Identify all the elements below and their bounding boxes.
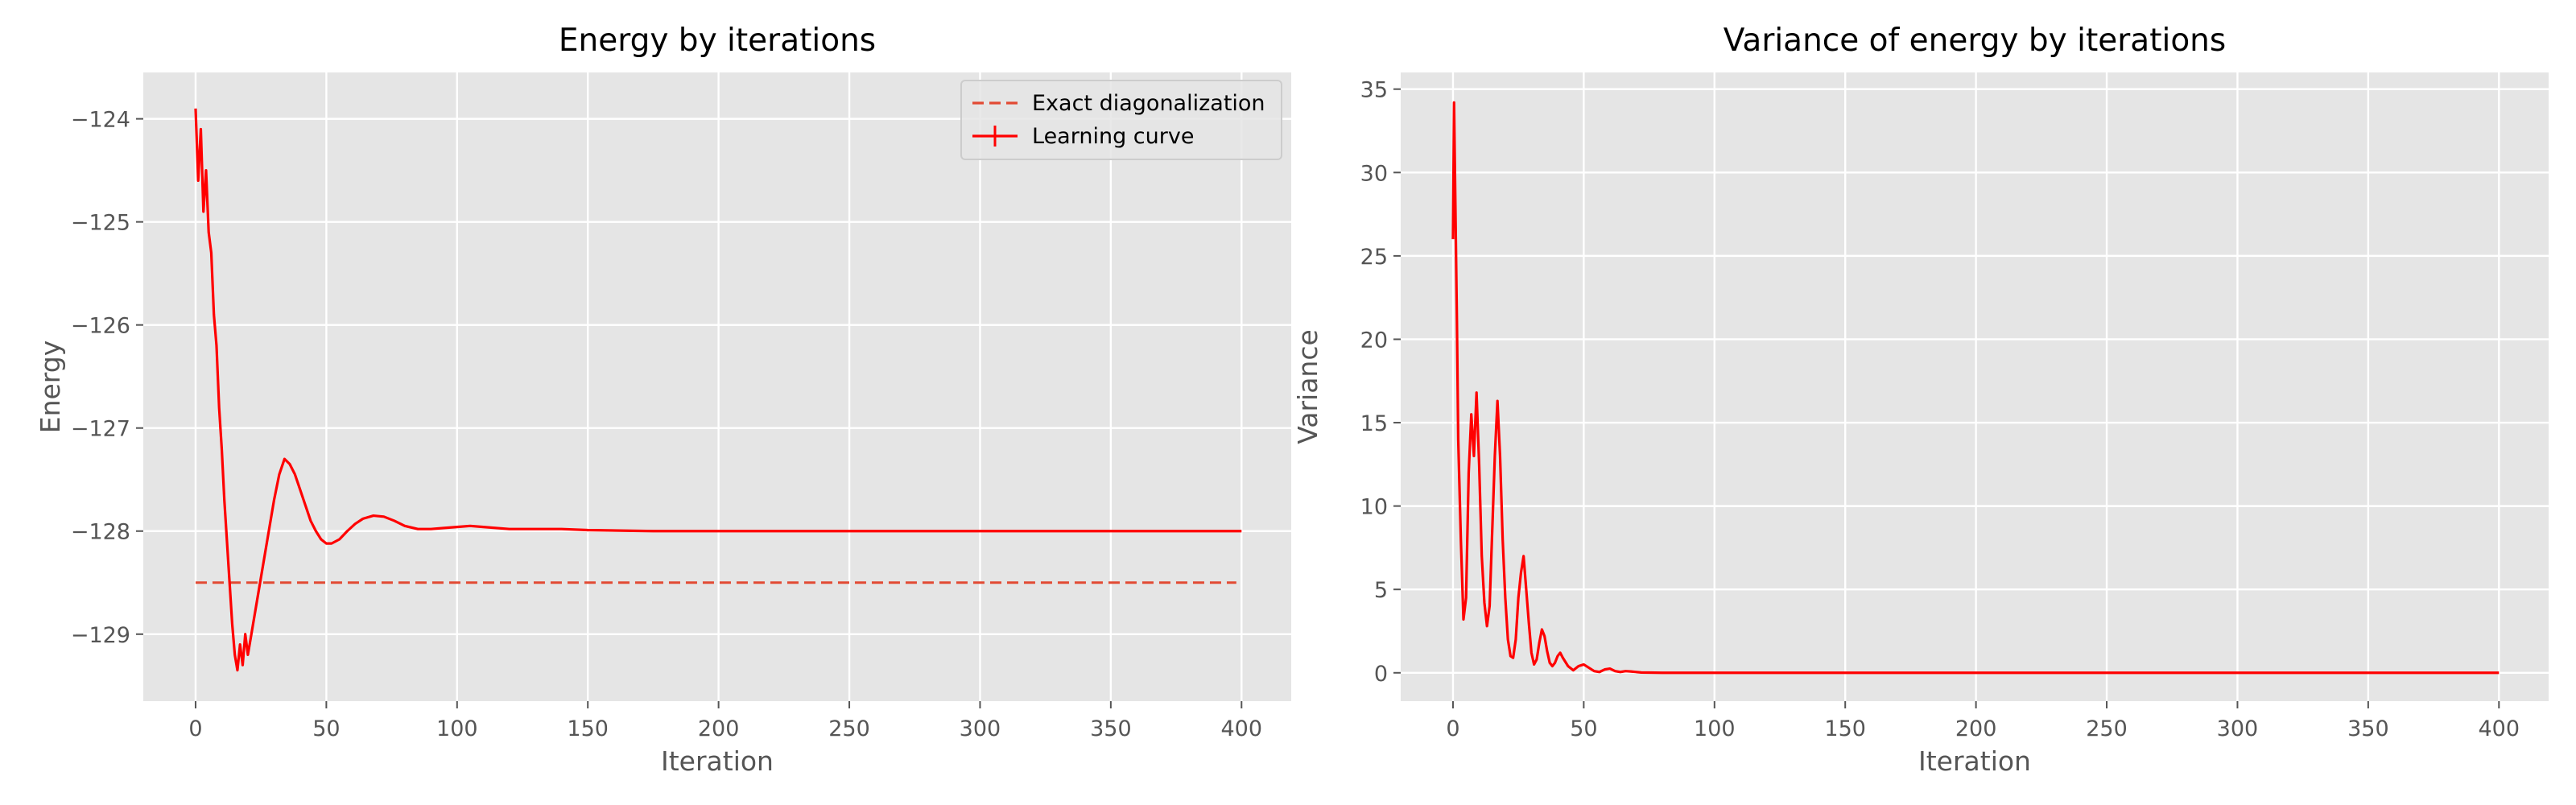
x-tick-label: 200 [1955, 716, 1997, 741]
x-tick-label: 100 [436, 716, 478, 741]
y-tick-label: 10 [1360, 495, 1388, 520]
gridlines [143, 72, 1291, 701]
x-tick-label: 300 [960, 716, 1001, 741]
x-tick-label: 0 [188, 716, 202, 741]
x-tick-label: 350 [1090, 716, 1132, 741]
x-tick-label: 0 [1446, 716, 1459, 741]
y-tick-label: −128 [71, 520, 130, 545]
legend: Exact diagonalization Learning curve [960, 80, 1282, 160]
x-tick-label: 200 [698, 716, 740, 741]
x-tick-label: 400 [1221, 716, 1263, 741]
legend-label: Exact diagonalization [1032, 91, 1265, 116]
plot-background [143, 72, 1291, 701]
x-tick-label: 150 [567, 716, 609, 741]
legend-box [960, 80, 1282, 160]
series-line-learning-curve [194, 108, 1242, 672]
y-tick-label: −124 [71, 108, 130, 133]
x-axis-label: Iteration [1918, 745, 2031, 777]
legend-item: Learning curve [972, 124, 1194, 149]
y-tick-label: −125 [71, 211, 130, 236]
x-tick-label: 300 [2217, 716, 2259, 741]
chart-title: Energy by iterations [559, 23, 876, 59]
y-tick-label: 30 [1360, 161, 1388, 186]
y-tick-label: 20 [1360, 328, 1388, 353]
variance-panel: 0 50 100 150 200 250 300 350 400 0 5 10 15 20 25 30 35 Va… [1292, 23, 2549, 777]
x-axis-label: Iteration [661, 745, 774, 777]
y-tick-label: 15 [1360, 411, 1388, 436]
y-axis-label: Variance [1292, 329, 1323, 444]
y-tick-label: 5 [1374, 578, 1388, 603]
x-tick-label: 400 [2479, 716, 2520, 741]
plot-background [1401, 72, 2549, 701]
y-tick-label: −129 [71, 623, 130, 648]
x-tick-label: 150 [1824, 716, 1866, 741]
series-line-variance [1451, 101, 2500, 675]
y-tick-label: −127 [71, 417, 130, 442]
legend-item: Exact diagonalization [972, 91, 1265, 116]
legend-label: Learning curve [1032, 124, 1194, 149]
x-tick-label: 100 [1694, 716, 1736, 741]
y-tick-label: 35 [1360, 78, 1388, 103]
chart-title: Variance of energy by iterations [1724, 23, 2226, 59]
x-tick-label: 350 [2347, 716, 2389, 741]
energy-panel: 0 50 100 150 200 250 300 350 400 −129 −128 −127 −126… [35, 23, 1291, 777]
x-tick-label: 50 [312, 716, 340, 741]
y-tick-label: 25 [1360, 245, 1388, 270]
gridlines [1401, 72, 2549, 701]
y-tick-label: −126 [71, 314, 130, 339]
x-tick-label: 250 [2086, 716, 2128, 741]
y-tick-label: 0 [1374, 662, 1388, 687]
x-tick-label: 50 [1570, 716, 1597, 741]
x-tick-label: 250 [828, 716, 870, 741]
y-axis-label: Energy [35, 341, 66, 434]
